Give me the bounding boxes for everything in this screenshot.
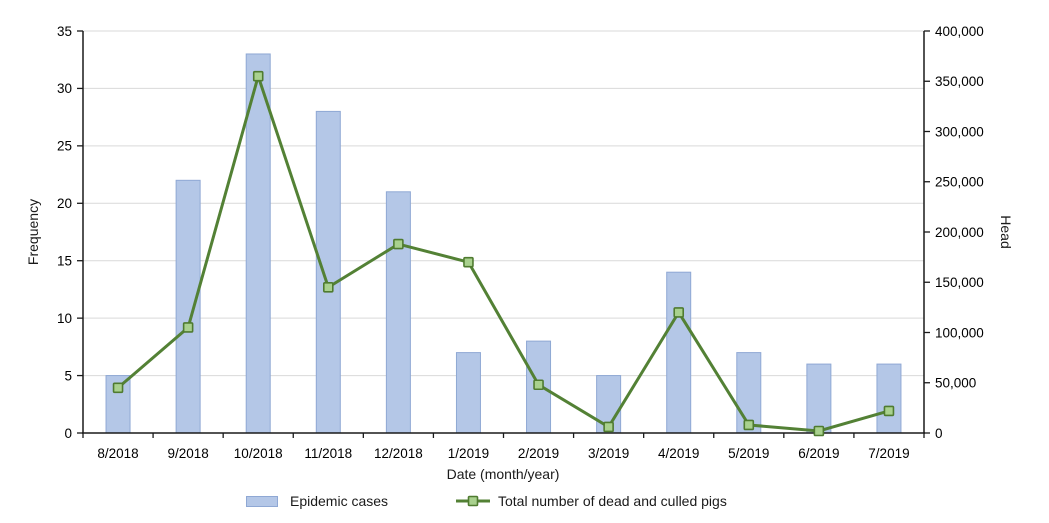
x-tick-label: 6/2019 bbox=[798, 446, 839, 461]
right-tick-label: 0 bbox=[935, 426, 943, 441]
line-marker-2/2019 bbox=[533, 379, 544, 391]
x-tick-label: 8/2018 bbox=[97, 446, 138, 461]
line-marker-3/2019 bbox=[603, 421, 614, 433]
right-tick-label: 350,000 bbox=[935, 74, 984, 89]
bar-12/2018 bbox=[385, 191, 411, 434]
line-marker-10/2018 bbox=[252, 70, 264, 82]
x-tick-label: 5/2019 bbox=[728, 446, 769, 461]
x-tick-label: 3/2019 bbox=[588, 446, 629, 461]
bar-10/2018 bbox=[245, 53, 271, 434]
line-marker-6/2019 bbox=[813, 425, 825, 437]
x-tick-label: 7/2019 bbox=[868, 446, 909, 461]
line-marker-9/2018 bbox=[182, 322, 194, 333]
x-tick-label: 11/2018 bbox=[304, 446, 352, 461]
line-series bbox=[112, 70, 895, 437]
legend: Epidemic cases Total number of dead and … bbox=[0, 492, 1049, 510]
right-tick-label: 200,000 bbox=[935, 225, 984, 240]
left-tick-label: 35 bbox=[57, 24, 72, 39]
left-tick-label: 25 bbox=[57, 139, 72, 154]
legend-label-epidemic-cases: Epidemic cases bbox=[290, 493, 389, 509]
x-tick-label: 4/2019 bbox=[658, 446, 699, 461]
left-tick-label: 10 bbox=[57, 311, 72, 326]
left-tick-label: 20 bbox=[57, 196, 72, 211]
left-tick-label: 5 bbox=[64, 368, 72, 383]
line-series-swatch bbox=[456, 495, 490, 507]
line-marker-1/2019 bbox=[463, 256, 474, 268]
bar-4/2019 bbox=[666, 271, 692, 434]
line-path bbox=[117, 71, 890, 433]
bars-series bbox=[105, 53, 902, 434]
legend-item-dead-culled-pigs: Total number of dead and culled pigs bbox=[455, 492, 727, 510]
y-axis-title-right: Head bbox=[998, 215, 1014, 249]
x-tick-label: 9/2018 bbox=[167, 446, 208, 461]
legend-label-dead-culled-pigs: Total number of dead and culled pigs bbox=[498, 493, 727, 509]
x-tick-label: 1/2019 bbox=[448, 446, 489, 461]
right-tick-label: 150,000 bbox=[935, 275, 984, 290]
line-marker-7/2019 bbox=[883, 405, 895, 417]
x-tick-label: 12/2018 bbox=[374, 446, 423, 461]
line-marker-8/2018 bbox=[112, 382, 124, 394]
left-tick-label: 0 bbox=[64, 426, 72, 441]
left-tick-label: 15 bbox=[57, 254, 72, 269]
right-tick-label: 50,000 bbox=[935, 376, 976, 391]
bar-5/2019 bbox=[736, 352, 762, 434]
bar-series-swatch bbox=[246, 495, 278, 507]
left-axis-ticks: 0 5 10 15 20 25 30 35 bbox=[57, 24, 83, 441]
line-marker-4/2019 bbox=[673, 307, 685, 318]
x-tick-label: 10/2018 bbox=[234, 446, 283, 461]
bar-11/2018 bbox=[315, 110, 341, 434]
y-axis-title-left: Frequency bbox=[25, 198, 41, 266]
bar-7/2019 bbox=[876, 363, 902, 434]
right-tick-label: 250,000 bbox=[935, 175, 984, 190]
left-tick-label: 30 bbox=[57, 81, 72, 96]
x-axis-title: Date (month/year) bbox=[446, 466, 560, 482]
x-axis-ticks: 8/2018 9/2018 10/2018 11/2018 12/2018 1/2019 2… bbox=[82, 433, 925, 461]
right-tick-label: 300,000 bbox=[935, 124, 984, 139]
x-tick-label: 2/2019 bbox=[518, 446, 559, 461]
line-marker-5/2019 bbox=[743, 419, 755, 431]
bar-6/2019 bbox=[806, 363, 832, 434]
bar-1/2019 bbox=[455, 352, 481, 434]
right-axis-ticks: 0 50,000 100,000 150,000 200,000 250,000 300,0… bbox=[924, 24, 984, 441]
right-tick-label: 400,000 bbox=[935, 24, 984, 39]
axes bbox=[82, 31, 925, 434]
bar-9/2018 bbox=[175, 179, 201, 434]
right-tick-label: 100,000 bbox=[935, 325, 984, 340]
legend-item-epidemic-cases: Epidemic cases bbox=[246, 492, 388, 510]
line-marker-12/2018 bbox=[393, 238, 404, 250]
line-marker-11/2018 bbox=[322, 281, 334, 293]
